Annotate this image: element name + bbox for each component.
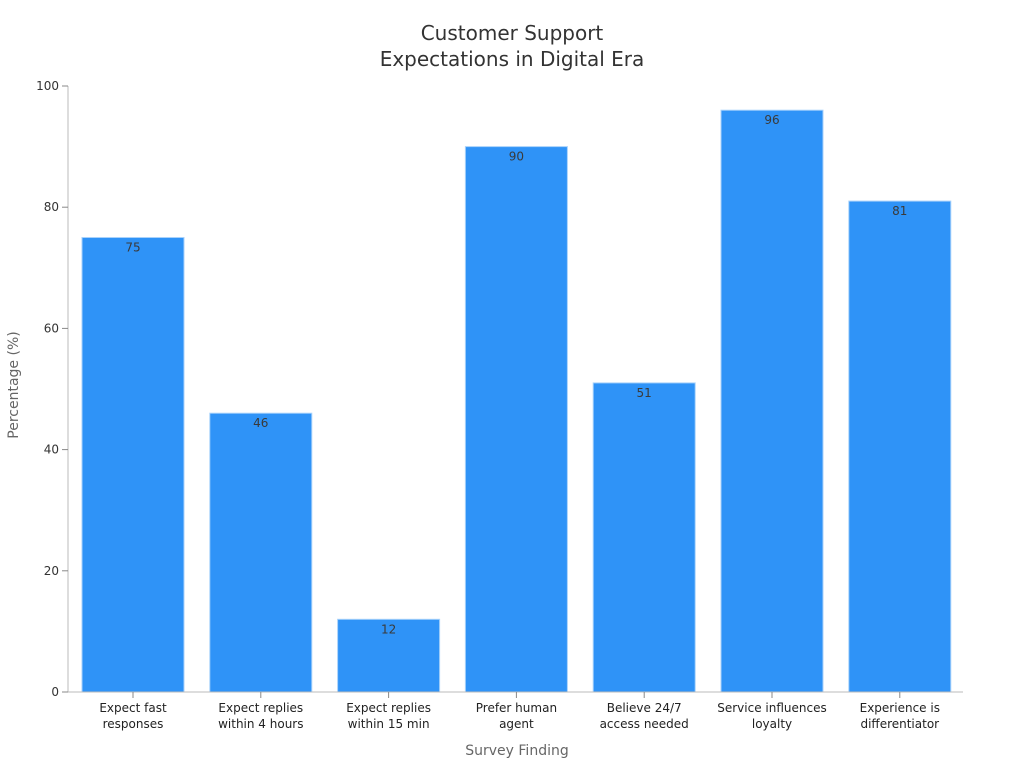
x-tick-label: loyalty: [752, 717, 792, 731]
chart-title-line: Customer Support: [421, 21, 604, 45]
x-tick-label: within 15 min: [348, 717, 430, 731]
data-label: 90: [509, 150, 524, 164]
bar: [209, 412, 313, 693]
x-tick-label: Expect replies: [218, 701, 303, 715]
x-tick-label: responses: [103, 717, 164, 731]
x-tick-label: differentiator: [860, 717, 939, 731]
x-tick-label: Believe 24/7: [607, 701, 682, 715]
x-tick-label: Service influences: [717, 701, 827, 715]
x-tick-label: within 4 hours: [218, 717, 303, 731]
data-label: 46: [253, 416, 268, 430]
bar: [337, 618, 441, 693]
bar: [848, 200, 952, 693]
y-tick-label: 80: [44, 200, 59, 214]
data-label: 51: [637, 386, 652, 400]
y-tick-label: 100: [36, 79, 59, 93]
x-tick-label: Experience is: [860, 701, 940, 715]
bar: [464, 146, 568, 693]
y-axis: 0 20 40 60 80 100: [36, 79, 69, 699]
x-tick-label: agent: [499, 717, 534, 731]
y-tick-label: 0: [51, 685, 59, 699]
x-tick-label: access needed: [600, 717, 689, 731]
data-label: 81: [892, 204, 907, 218]
y-tick-label: 20: [44, 564, 59, 578]
data-label: 96: [764, 113, 779, 127]
bars: 75 46 12 90 51 96 81: [81, 109, 952, 693]
y-axis-title: Percentage (%): [6, 331, 22, 438]
y-tick-label: 40: [44, 443, 59, 457]
x-axis-title: Survey Finding: [465, 743, 568, 759]
data-label: 12: [381, 622, 396, 636]
bar: [592, 382, 696, 693]
x-tick-label: Expect fast: [99, 701, 167, 715]
x-tick-label: Prefer human: [476, 701, 557, 715]
chart-title-line: Expectations in Digital Era: [380, 47, 645, 71]
bar: [81, 237, 185, 693]
bar: [720, 109, 824, 693]
x-tick-label: Expect replies: [346, 701, 431, 715]
x-axis: Expect fast responses Expect replies within…: [68, 691, 963, 731]
data-label: 75: [125, 241, 140, 255]
y-tick-label: 60: [44, 321, 59, 335]
